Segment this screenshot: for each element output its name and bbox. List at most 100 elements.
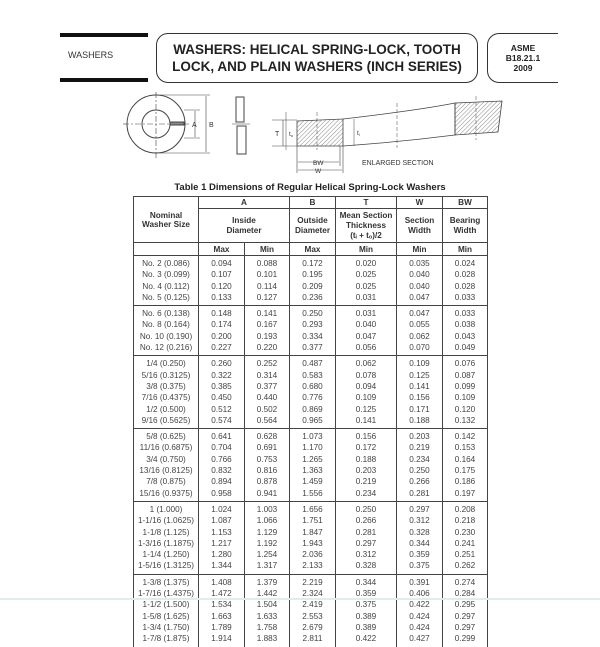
- cell-size: 1-5/8 (1.625): [133, 610, 199, 622]
- table-row: No. 4 (0.112) 0.120 0.114 0.209 0.025 0.040 0.…: [133, 280, 488, 292]
- cell-a-max: 1.789: [198, 621, 245, 634]
- cell-size: 1-1/16 (1.0625): [133, 515, 199, 527]
- table-row: No. 8 (0.164) 0.174 0.167 0.293 0.040 0.055 0.…: [133, 319, 488, 331]
- table-row: No. 10 (0.190) 0.200 0.193 0.334 0.047 0.062 0…: [133, 330, 488, 343]
- cell-bw-min: 0.284: [442, 588, 488, 600]
- header-rule-top: [60, 33, 148, 37]
- cell-bw-min: 0.241: [442, 537, 488, 550]
- cell-t-min: 0.266: [335, 515, 397, 527]
- standard-badge: ASME B18.21.1 2009: [487, 33, 558, 83]
- table-row: 3/4 (0.750) 0.766 0.753 1.265 0.188 0.234 0.16…: [133, 453, 488, 466]
- table-title: Table 1 Dimensions of Regular Helical Sp…: [174, 182, 446, 193]
- cell-t-min: 0.328: [335, 560, 397, 575]
- cell-a-min: 1.883: [244, 633, 290, 647]
- cell-w-min: 0.040: [396, 269, 443, 281]
- cell-size: No. 3 (0.099): [133, 269, 199, 281]
- table-row: 1-5/16 (1.3125) 1.344 1.317 2.133 0.328 0.375…: [133, 560, 488, 575]
- cell-t-min: 0.025: [335, 280, 397, 292]
- header-letter-bw: BW: [442, 196, 488, 209]
- cell-w-min: 0.219: [396, 442, 443, 454]
- cell-w-min: 0.422: [396, 599, 443, 611]
- cell-bw-min: 0.230: [442, 526, 488, 538]
- table-row: 1/2 (0.500) 0.512 0.502 0.869 0.125 0.171 0.12…: [133, 403, 488, 415]
- table-row: 5/16 (0.3125) 0.322 0.314 0.583 0.078 0.125 0.…: [133, 369, 488, 381]
- cell-b-max: 0.965: [289, 414, 336, 429]
- cell-size: 3/8 (0.375): [133, 380, 199, 393]
- table-row: 7/8 (0.875) 0.894 0.878 1.459 0.219 0.266 0.18…: [133, 476, 488, 488]
- washer-side-view: [232, 96, 250, 155]
- cell-b-max: 2.553: [289, 610, 336, 622]
- cell-t-min: 0.047: [335, 330, 397, 343]
- cell-size: 1-3/8 (1.375): [133, 574, 199, 589]
- cell-a-max: 1.914: [198, 633, 245, 647]
- cell-w-min: 0.297: [396, 501, 443, 516]
- header-text: Nominal: [149, 210, 183, 220]
- cell-bw-min: 0.028: [442, 269, 488, 281]
- cell-bw-min: 0.295: [442, 599, 488, 611]
- cell-b-max: 0.487: [289, 355, 336, 370]
- cell-t-min: 0.344: [335, 574, 397, 589]
- cell-t-min: 0.422: [335, 633, 397, 647]
- cell-a-min: 1.192: [244, 537, 290, 550]
- header-text: Diameter: [226, 225, 262, 235]
- row-group: No. 2 (0.086) 0.094 0.088 0.172 0.020 0.035 0.…: [133, 255, 488, 306]
- table-row: 1 (1.000) 1.024 1.003 1.656 0.250 0.297 0.208: [133, 501, 488, 516]
- header-text: Section: [404, 215, 435, 225]
- table-row: No. 2 (0.086) 0.094 0.088 0.172 0.020 0.035 0.…: [133, 255, 488, 270]
- cell-size: 1/4 (0.250): [133, 355, 199, 370]
- cell-a-max: 0.120: [198, 280, 245, 292]
- cell-t-min: 0.188: [335, 453, 397, 466]
- table-row: 15/16 (0.9375) 0.958 0.941 1.556 0.234 0.281 0…: [133, 487, 488, 502]
- cell-w-min: 0.156: [396, 392, 443, 404]
- cell-w-min: 0.312: [396, 515, 443, 527]
- cell-size: 1-1/4 (1.250): [133, 549, 199, 561]
- table-row: 1/4 (0.250) 0.260 0.252 0.487 0.062 0.109 0.07…: [133, 355, 488, 370]
- cell-a-min: 0.377: [244, 380, 290, 393]
- cell-bw-min: 0.043: [442, 330, 488, 343]
- cell-w-min: 0.266: [396, 476, 443, 488]
- cell-bw-min: 0.099: [442, 380, 488, 393]
- cell-bw-min: 0.109: [442, 392, 488, 404]
- cell-b-max: 0.776: [289, 392, 336, 404]
- cell-size: No. 6 (0.138): [133, 305, 199, 320]
- header-letter-w: W: [396, 196, 443, 209]
- cell-b-max: 2.811: [289, 633, 336, 647]
- cell-b-max: 1.943: [289, 537, 336, 550]
- cell-t-min: 0.156: [335, 428, 397, 443]
- cell-bw-min: 0.251: [442, 549, 488, 561]
- header-nominal-size: Nominal Washer Size: [133, 196, 199, 243]
- cell-size: 15/16 (0.9375): [133, 487, 199, 502]
- cell-a-max: 0.322: [198, 369, 245, 381]
- cell-a-min: 0.088: [244, 255, 290, 270]
- cell-a-min: 0.252: [244, 355, 290, 370]
- cell-bw-min: 0.153: [442, 442, 488, 454]
- cell-a-min: 0.193: [244, 330, 290, 343]
- cell-size: 1-1/8 (1.125): [133, 526, 199, 538]
- cell-b-max: 1.751: [289, 515, 336, 527]
- row-group: No. 6 (0.138) 0.148 0.141 0.250 0.031 0.047 0.…: [133, 305, 488, 356]
- cell-a-max: 1.663: [198, 610, 245, 622]
- table-row: 1-3/4 (1.750) 1.789 1.758 2.679 0.389 0.424 0.…: [133, 621, 488, 634]
- cell-b-max: 2.679: [289, 621, 336, 634]
- cell-a-max: 0.894: [198, 476, 245, 488]
- washer-top-view: [123, 92, 210, 158]
- header-text: Mean Section: [339, 210, 393, 220]
- cell-size: 1-3/16 (1.1875): [133, 537, 199, 550]
- table-row: No. 12 (0.216) 0.227 0.220 0.377 0.056 0.070 0…: [133, 342, 488, 356]
- table-row: 5/8 (0.625) 0.641 0.628 1.073 0.156 0.203 0.14…: [133, 428, 488, 443]
- cell-a-max: 1.344: [198, 560, 245, 575]
- cell-t-min: 0.078: [335, 369, 397, 381]
- cell-size: 3/4 (0.750): [133, 453, 199, 466]
- table-row: No. 6 (0.138) 0.148 0.141 0.250 0.031 0.047 0.…: [133, 305, 488, 320]
- cell-size: 13/16 (0.8125): [133, 465, 199, 477]
- cell-size: 9/16 (0.5625): [133, 414, 199, 429]
- cell-t-min: 0.250: [335, 501, 397, 516]
- cell-a-max: 0.766: [198, 453, 245, 466]
- subheader-min: Min: [244, 242, 290, 256]
- cell-b-max: 0.195: [289, 269, 336, 281]
- header-text: Thickness: [345, 220, 387, 230]
- cell-a-min: 0.127: [244, 291, 290, 306]
- cell-bw-min: 0.208: [442, 501, 488, 516]
- cell-bw-min: 0.262: [442, 560, 488, 575]
- table-row: No. 5 (0.125) 0.133 0.127 0.236 0.031 0.047 0.…: [133, 291, 488, 306]
